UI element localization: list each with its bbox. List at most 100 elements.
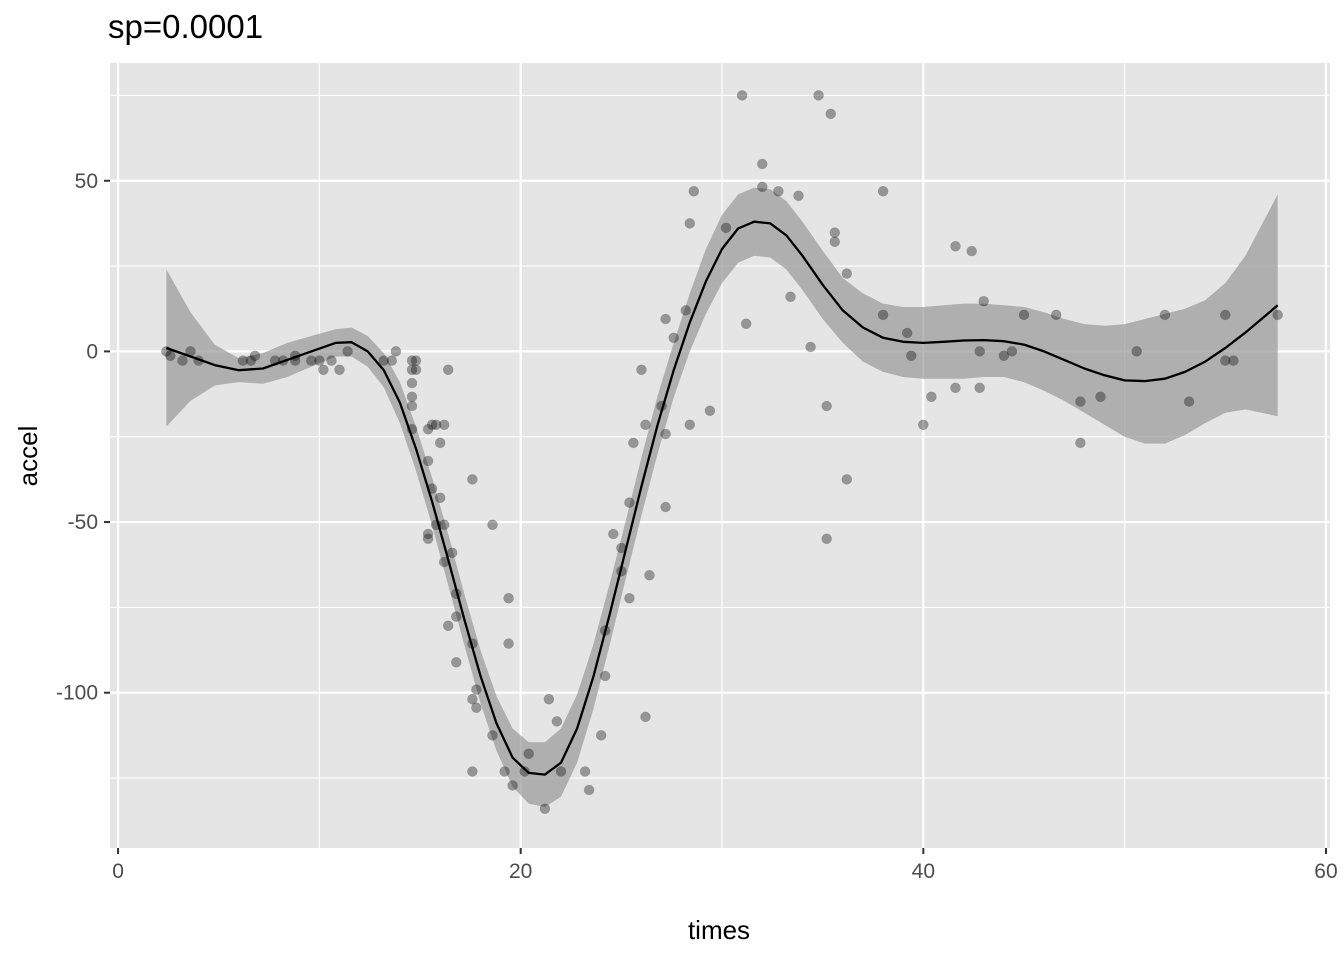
data-point bbox=[599, 625, 611, 636]
data-point bbox=[926, 391, 937, 403]
x-tick-label: 0 bbox=[112, 860, 124, 883]
data-point bbox=[704, 405, 716, 417]
data-point bbox=[177, 355, 188, 366]
data-point bbox=[829, 236, 841, 248]
y-tick-label: -100 bbox=[56, 682, 98, 705]
data-point bbox=[422, 455, 434, 467]
data-point bbox=[595, 730, 607, 741]
data-point bbox=[640, 711, 651, 723]
y-axis: -100 -50 0 50 bbox=[56, 170, 110, 705]
data-point bbox=[450, 656, 462, 668]
data-point bbox=[539, 803, 551, 815]
data-point bbox=[841, 474, 853, 485]
data-point bbox=[471, 684, 482, 695]
data-point bbox=[378, 355, 390, 366]
data-point bbox=[624, 592, 635, 604]
data-point bbox=[422, 423, 434, 435]
data-point bbox=[1095, 391, 1106, 403]
confidence-band bbox=[166, 187, 1278, 808]
data-points-layer bbox=[161, 90, 1283, 815]
data-point bbox=[406, 355, 418, 366]
data-point bbox=[442, 364, 454, 376]
fit-line-layer bbox=[166, 220, 1279, 776]
data-point bbox=[434, 437, 446, 449]
data-point bbox=[1050, 309, 1062, 321]
data-point bbox=[487, 730, 498, 741]
data-point bbox=[277, 355, 289, 366]
data-point bbox=[269, 355, 281, 366]
data-point bbox=[616, 565, 627, 577]
data-point bbox=[813, 90, 824, 101]
data-point bbox=[841, 268, 853, 279]
data-point bbox=[467, 638, 478, 649]
data-point bbox=[245, 355, 257, 366]
data-point bbox=[471, 702, 482, 714]
data-point bbox=[877, 186, 889, 197]
data-point bbox=[660, 428, 671, 440]
x-tick-label: 20 bbox=[509, 860, 532, 883]
data-point bbox=[998, 350, 1010, 362]
data-point bbox=[543, 693, 555, 705]
x-axis: 0 20 40 60 bbox=[112, 848, 1338, 883]
data-point bbox=[668, 332, 680, 344]
data-point bbox=[756, 158, 768, 170]
data-point bbox=[825, 108, 837, 120]
data-point bbox=[406, 364, 418, 376]
data-point bbox=[422, 533, 434, 545]
data-point bbox=[756, 181, 768, 193]
data-point bbox=[507, 780, 518, 791]
data-point bbox=[624, 497, 635, 508]
data-point bbox=[406, 423, 418, 435]
data-point bbox=[450, 611, 462, 622]
data-point bbox=[430, 519, 442, 531]
data-point bbox=[467, 766, 478, 777]
data-point bbox=[660, 313, 671, 325]
data-point bbox=[1220, 355, 1231, 366]
data-point bbox=[487, 519, 498, 531]
data-point bbox=[1075, 437, 1086, 449]
data-point bbox=[237, 355, 249, 366]
data-point bbox=[406, 400, 418, 412]
data-point bbox=[438, 556, 450, 568]
data-point bbox=[644, 569, 655, 581]
data-point bbox=[579, 766, 591, 777]
data-point bbox=[773, 186, 784, 197]
data-point bbox=[555, 766, 567, 777]
data-point bbox=[551, 716, 563, 727]
data-point bbox=[305, 355, 317, 366]
data-point bbox=[877, 309, 889, 321]
data-point bbox=[736, 90, 748, 101]
data-point bbox=[656, 400, 667, 412]
data-point bbox=[1006, 346, 1018, 357]
data-point bbox=[406, 391, 418, 403]
y-tick-label: 50 bbox=[75, 170, 98, 193]
data-point bbox=[684, 419, 696, 431]
data-point bbox=[636, 364, 647, 376]
data-point bbox=[917, 419, 929, 431]
data-point bbox=[607, 528, 619, 540]
data-point bbox=[1075, 396, 1086, 407]
data-point bbox=[318, 364, 329, 376]
data-point bbox=[793, 190, 804, 202]
data-point bbox=[519, 766, 531, 777]
data-point bbox=[740, 318, 752, 330]
data-point bbox=[326, 355, 337, 366]
data-point bbox=[426, 483, 438, 494]
data-point bbox=[185, 346, 196, 357]
data-point bbox=[978, 295, 990, 307]
data-point bbox=[1018, 309, 1030, 321]
y-tick-label: -50 bbox=[68, 511, 98, 534]
data-point bbox=[434, 492, 446, 504]
data-point bbox=[974, 346, 986, 357]
data-point bbox=[410, 355, 422, 366]
data-point bbox=[390, 346, 402, 357]
data-point bbox=[450, 588, 462, 600]
data-point bbox=[684, 218, 696, 229]
data-point bbox=[660, 501, 671, 513]
data-point bbox=[1272, 309, 1283, 321]
data-point bbox=[966, 245, 978, 257]
data-point bbox=[640, 419, 651, 431]
data-point bbox=[249, 350, 261, 362]
data-point bbox=[342, 346, 353, 357]
